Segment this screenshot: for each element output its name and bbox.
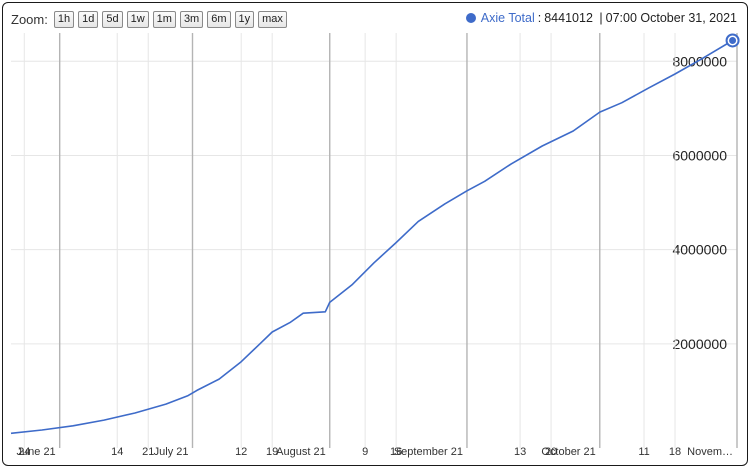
x-tick-label: 24 — [18, 446, 30, 458]
legend: Axie Total : 8441012 | 07:00 October 31,… — [465, 11, 737, 25]
legend-value: 8441012 — [544, 11, 593, 25]
zoom-button-5d[interactable]: 5d — [102, 10, 123, 28]
legend-divider: | — [595, 11, 603, 25]
series-end-marker — [729, 36, 737, 44]
x-tick-label: 16 — [390, 446, 402, 458]
legend-series-name[interactable]: Axie Total — [480, 11, 535, 25]
zoom-button-6m[interactable]: 6m — [207, 10, 231, 28]
zoom-button-max[interactable]: max — [258, 10, 287, 28]
y-tick-label: 8000000 — [672, 53, 727, 69]
y-tick-label: 4000000 — [672, 242, 727, 258]
y-tick-label: 2000000 — [672, 336, 727, 352]
legend-series-marker — [465, 13, 476, 23]
zoom-button-1w[interactable]: 1w — [126, 10, 149, 28]
zoom-button-1h[interactable]: 1h — [53, 10, 75, 28]
zoom-label: Zoom: — [11, 11, 48, 27]
zoom-button-1y[interactable]: 1y — [234, 10, 255, 28]
x-tick-label: 13 — [514, 446, 526, 458]
x-tick-label: July 21 — [154, 446, 189, 458]
x-tick-label: August 21 — [276, 446, 326, 458]
y-tick-label: 6000000 — [672, 147, 727, 163]
series-line-axie-total — [10, 39, 734, 435]
x-tick-label: 18 — [669, 446, 681, 458]
x-tick-label: 19 — [266, 446, 278, 458]
x-tick-label: September 21 — [394, 446, 463, 458]
x-tick-label: 12 — [235, 446, 247, 458]
zoom-toolbar: Zoom: 1h 1d 5d 1w 1m 3m 6m 1y max — [11, 9, 287, 29]
x-tick-label: 20 — [545, 446, 557, 458]
x-tick-label: 9 — [362, 446, 368, 458]
x-tick-label: Novem… — [687, 446, 733, 458]
zoom-button-1d[interactable]: 1d — [78, 10, 99, 28]
zoom-button-3m[interactable]: 3m — [179, 10, 204, 28]
zoom-button-1m[interactable]: 1m — [152, 10, 176, 28]
x-tick-label: 21 — [142, 446, 154, 458]
x-tick-label: October 21 — [541, 446, 595, 458]
legend-timestamp: 07:00 October 31, 2021 — [605, 11, 737, 25]
x-tick-label: June 21 — [17, 446, 56, 458]
x-tick-label: 14 — [111, 446, 123, 458]
legend-colon: : — [537, 11, 542, 25]
x-tick-label: 11 — [638, 446, 649, 458]
